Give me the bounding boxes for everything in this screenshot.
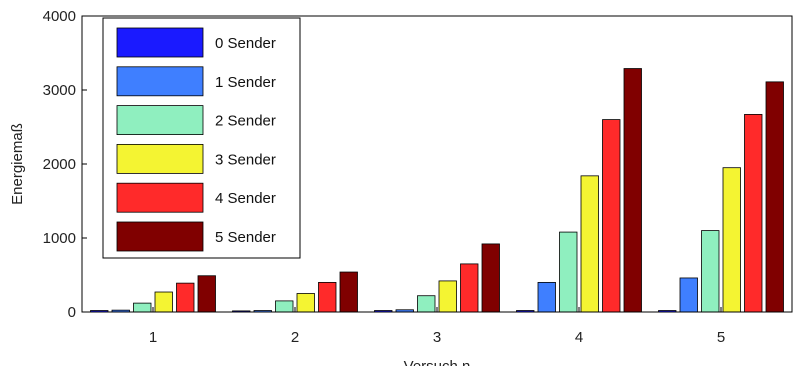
bar-3-sender-cat-4 xyxy=(580,175,599,313)
legend-swatch xyxy=(116,182,204,213)
y-tick-label: 4000 xyxy=(43,8,76,25)
x-tick-label: 3 xyxy=(433,329,441,346)
y-tick-label: 2000 xyxy=(43,156,76,173)
legend-swatch xyxy=(116,221,204,252)
bar-3-sender-cat-5 xyxy=(722,167,741,313)
legend-label: 2 Sender xyxy=(215,113,276,130)
bar-2-sender-cat-4 xyxy=(559,231,578,313)
y-axis: 0 1000 2000 3000 4000 xyxy=(43,8,87,321)
bar-1-sender-cat-5 xyxy=(679,277,698,313)
bar-3-sender-cat-1 xyxy=(154,291,173,313)
bar-3-sender-cat-3 xyxy=(438,280,457,313)
bars-group xyxy=(90,68,784,313)
bar-3-sender-cat-2 xyxy=(296,293,315,313)
legend-label: 3 Sender xyxy=(215,151,276,168)
x-axis-title: Versuch n xyxy=(404,358,471,366)
y-axis-title: Energiemaß xyxy=(9,123,26,205)
y-tick-label: 3000 xyxy=(43,82,76,99)
bar-2-sender-cat-3 xyxy=(417,295,436,313)
bar-4-sender-cat-3 xyxy=(460,263,479,313)
x-axis: 1 2 3 4 5 xyxy=(149,307,725,346)
bar-5-sender-cat-1 xyxy=(197,275,216,313)
bar-4-sender-cat-5 xyxy=(744,114,763,313)
legend-label: 1 Sender xyxy=(215,74,276,91)
bar-2-sender-cat-5 xyxy=(701,230,720,313)
x-tick-label: 2 xyxy=(291,329,299,346)
legend-swatch xyxy=(116,66,204,97)
legend-label: 0 Sender xyxy=(215,35,276,52)
bar-5-sender-cat-4 xyxy=(623,68,642,313)
bar-1-sender-cat-4 xyxy=(537,281,556,313)
y-tick-label: 1000 xyxy=(43,230,76,247)
x-tick-label: 4 xyxy=(575,329,583,346)
legend: 0 Sender 1 Sender 2 Sender 3 Sender 4 Sender… xyxy=(102,17,301,259)
legend-swatch xyxy=(116,143,204,174)
bar-2-sender-cat-1 xyxy=(133,302,152,313)
bar-5-sender-cat-2 xyxy=(339,271,358,313)
bar-4-sender-cat-1 xyxy=(176,282,195,313)
y-tick-label: 0 xyxy=(68,304,76,321)
x-tick-label: 5 xyxy=(717,329,725,346)
legend-label: 5 Sender xyxy=(215,229,276,246)
bar-4-sender-cat-4 xyxy=(602,119,621,313)
legend-swatch xyxy=(116,105,204,135)
legend-swatch xyxy=(116,27,204,58)
bar-4-sender-cat-2 xyxy=(318,281,337,313)
bar-5-sender-cat-3 xyxy=(481,243,500,313)
x-tick-label: 1 xyxy=(149,329,157,346)
legend-box xyxy=(102,17,301,259)
bar-2-sender-cat-2 xyxy=(275,300,294,313)
bar-5-sender-cat-5 xyxy=(765,81,784,313)
legend-label: 4 Sender xyxy=(215,190,276,207)
